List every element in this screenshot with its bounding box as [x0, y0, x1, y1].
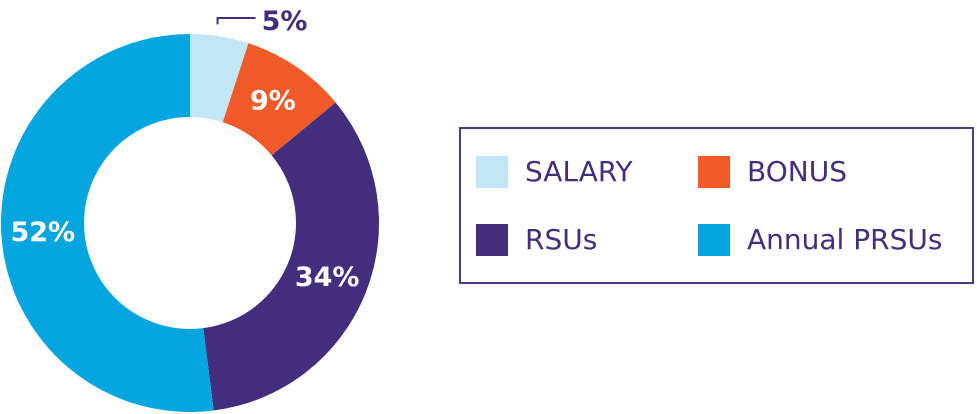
callout-line-salary	[216, 17, 256, 25]
legend-label-salary: SALARY	[525, 155, 633, 188]
data-label-rsus: 34%	[295, 262, 360, 293]
legend-item-rsus: RSUs	[476, 223, 597, 256]
slice-bonus	[222, 43, 336, 156]
legend-item-bonus: BONUS	[698, 155, 847, 188]
legend-item-salary: SALARY	[476, 155, 633, 188]
legend-label-annual-prsus: Annual PRSUs	[747, 223, 943, 256]
slice-rsus	[203, 102, 379, 411]
slice-salary	[190, 34, 249, 123]
legend-swatch-rsus	[476, 223, 508, 256]
data-label-salary: 5%	[262, 6, 308, 37]
legend: SALARY BONUS RSUs Annual PRSUs	[459, 127, 974, 284]
legend-label-rsus: RSUs	[525, 223, 598, 256]
data-label-bonus: 9%	[250, 86, 296, 117]
legend-swatch-annual-prsus	[698, 223, 730, 256]
slice-annual-prsus	[0, 34, 214, 412]
legend-swatch-bonus	[698, 155, 730, 188]
legend-swatch-salary	[476, 155, 508, 188]
legend-label-bonus: BONUS	[747, 155, 847, 188]
legend-item-annual-prsus: Annual PRSUs	[698, 223, 942, 256]
data-label-annual-prsus: 52%	[10, 217, 75, 248]
